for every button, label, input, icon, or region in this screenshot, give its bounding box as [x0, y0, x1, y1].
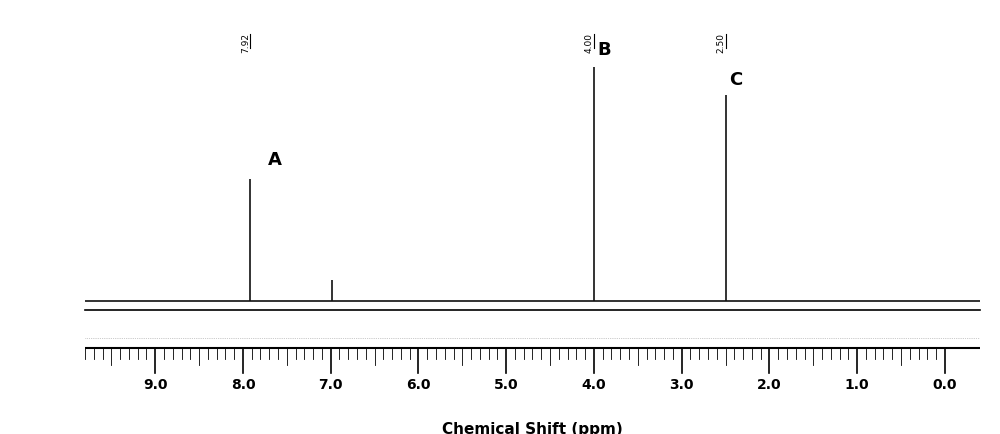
Text: Chemical Shift (ppm): Chemical Shift (ppm)	[442, 421, 623, 434]
Text: 4.0: 4.0	[582, 378, 606, 391]
Text: 8.0: 8.0	[231, 378, 255, 391]
Text: 9.0: 9.0	[143, 378, 167, 391]
Text: 2.0: 2.0	[757, 378, 782, 391]
Text: 5.0: 5.0	[494, 378, 518, 391]
Text: 6.0: 6.0	[406, 378, 431, 391]
Text: 4.00: 4.00	[585, 33, 594, 53]
Text: 7.92: 7.92	[241, 33, 250, 53]
Text: C: C	[729, 71, 743, 89]
Text: A: A	[268, 150, 281, 168]
Text: 2.50: 2.50	[717, 33, 726, 53]
Text: 7.0: 7.0	[318, 378, 343, 391]
Text: 3.0: 3.0	[669, 378, 694, 391]
Text: 1.0: 1.0	[845, 378, 869, 391]
Text: B: B	[598, 41, 611, 59]
Text: 0.0: 0.0	[933, 378, 957, 391]
